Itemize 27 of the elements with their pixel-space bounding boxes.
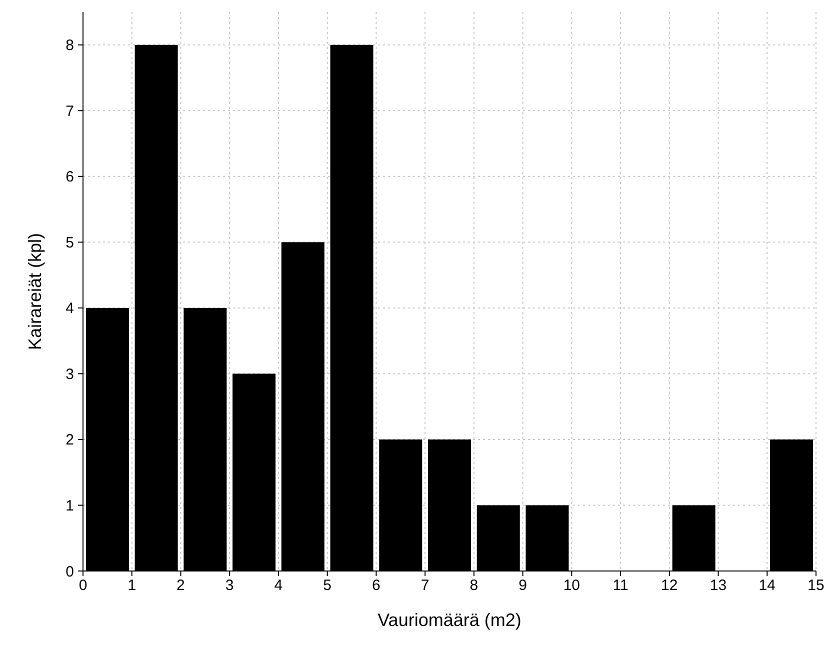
x-tick-label: 14 bbox=[758, 577, 776, 594]
y-tick-label: 6 bbox=[66, 168, 74, 186]
x-tick-label: 2 bbox=[176, 577, 185, 594]
y-tick-label: 2 bbox=[66, 432, 74, 449]
x-tick-label: 12 bbox=[661, 577, 678, 594]
x-tick-label: 0 bbox=[78, 577, 88, 594]
y-axis-title: Kairareiät (kpl) bbox=[25, 232, 45, 350]
x-tick-label: 1 bbox=[128, 577, 136, 594]
x-tick-label: 3 bbox=[225, 577, 234, 594]
x-tick-label: 6 bbox=[372, 577, 380, 594]
x-tick-label: 8 bbox=[470, 577, 478, 594]
x-tick-label: 10 bbox=[563, 577, 580, 594]
y-tick-label: 5 bbox=[66, 234, 74, 252]
x-axis-title: Vauriomäärä (m2) bbox=[378, 610, 522, 630]
y-tick-label: 0 bbox=[66, 563, 74, 580]
x-tick-label: 7 bbox=[420, 577, 430, 594]
x-tick-label: 11 bbox=[612, 577, 628, 594]
x-tick-label: 13 bbox=[710, 577, 727, 594]
y-tick-label: 8 bbox=[66, 37, 74, 54]
x-tick-label: 15 bbox=[808, 577, 824, 594]
x-tick-label: 9 bbox=[518, 577, 527, 594]
y-tick-label: 7 bbox=[66, 102, 74, 120]
y-tick-label: 4 bbox=[66, 300, 74, 318]
y-tick-label: 3 bbox=[66, 366, 74, 383]
x-tick-label: 4 bbox=[274, 577, 283, 594]
x-tick-label: 5 bbox=[323, 577, 332, 594]
y-tick-label: 1 bbox=[66, 497, 74, 514]
